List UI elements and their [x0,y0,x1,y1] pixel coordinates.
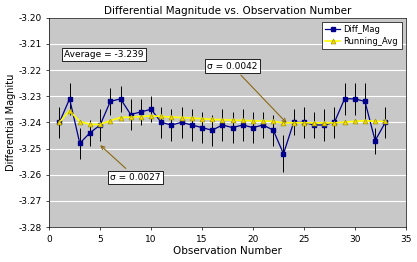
Text: σ = 0.0042: σ = 0.0042 [207,62,286,122]
Text: σ = 0.0027: σ = 0.0027 [101,146,161,182]
X-axis label: Observation Number: Observation Number [173,247,282,256]
Y-axis label: Differential Magnitu: Differential Magnitu [5,74,15,171]
Text: Average = -3.239: Average = -3.239 [65,50,144,59]
Title: Differential Magnitude vs. Observation Number: Differential Magnitude vs. Observation N… [104,6,351,15]
Legend: Diff_Mag, Running_Avg: Diff_Mag, Running_Avg [322,22,402,49]
